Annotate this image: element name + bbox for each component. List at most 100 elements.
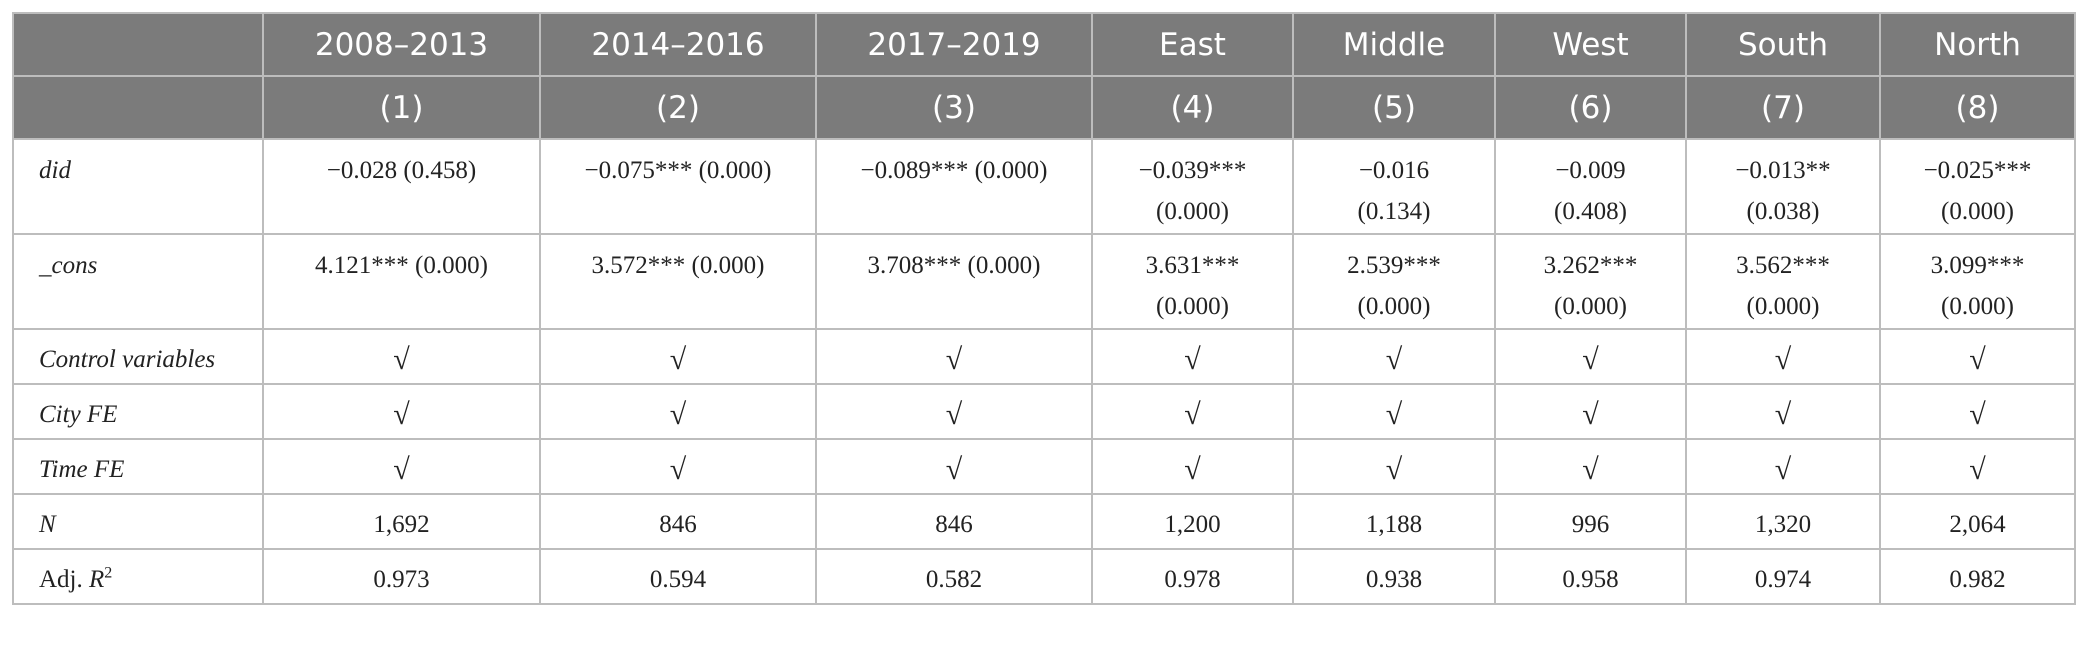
cell-line: 3.262***	[1543, 252, 1638, 279]
check-mark: √	[262, 328, 541, 385]
check-mark: √	[262, 383, 541, 440]
table-cell: 4.121*** (0.000)	[262, 233, 541, 330]
table-cell: 2,064	[1879, 493, 2076, 550]
row-label: Adj. R2	[12, 548, 264, 605]
check-mark: √	[1879, 328, 2076, 385]
header-number: (3)	[815, 75, 1093, 140]
row-label: did	[12, 138, 264, 235]
cell-line: (0.000)	[1156, 198, 1229, 225]
cell-line: (0.134)	[1357, 198, 1431, 225]
table-body: did −0.028 (0.458) −0.075*** (0.000) −0.…	[12, 138, 2076, 605]
cell-line: −0.028 (0.458)	[326, 157, 477, 184]
check-mark: √	[1494, 383, 1687, 440]
table-cell: 1,200	[1091, 493, 1294, 550]
table-cell: 0.958	[1494, 548, 1687, 605]
table-cell: 3.572*** (0.000)	[539, 233, 817, 330]
cell-line: −0.039***	[1138, 157, 1247, 184]
cell-line: 3.708*** (0.000)	[867, 252, 1041, 279]
cell-line: 2.539***	[1347, 252, 1441, 279]
table-cell: 0.594	[539, 548, 817, 605]
header-number: (7)	[1685, 75, 1881, 140]
check-mark: √	[1685, 328, 1881, 385]
header-number: (5)	[1292, 75, 1496, 140]
table-cell: 996	[1494, 493, 1687, 550]
check-mark: √	[815, 438, 1093, 495]
table-cell: 3.262*** (0.000)	[1494, 233, 1687, 330]
table-cell: 0.973	[262, 548, 541, 605]
cell-line: −0.016	[1358, 157, 1430, 184]
row-label-italic: R	[89, 566, 105, 593]
table-cell: 3.099*** (0.000)	[1879, 233, 2076, 330]
cell-line: 3.562***	[1736, 252, 1830, 279]
row-label: Time FE	[12, 438, 264, 495]
table-row-n: N 1,692 846 846 1,200 1,188 996 1,320 2,…	[12, 493, 2076, 550]
check-mark: √	[1292, 383, 1496, 440]
table-cell: −0.028 (0.458)	[262, 138, 541, 235]
table-cell: 1,692	[262, 493, 541, 550]
row-label: N	[12, 493, 264, 550]
table-cell: 846	[815, 493, 1093, 550]
cell-line: 3.099***	[1930, 252, 2025, 279]
cell-line: −0.089*** (0.000)	[860, 157, 1048, 184]
table-cell: −0.089*** (0.000)	[815, 138, 1093, 235]
check-mark: √	[815, 383, 1093, 440]
header-group: 2017–2019	[815, 12, 1093, 77]
table-row-adj-r2: Adj. R2 0.973 0.594 0.582 0.978 0.938 0.…	[12, 548, 2076, 605]
table-cell: 0.978	[1091, 548, 1294, 605]
check-mark: √	[1494, 438, 1687, 495]
row-label-text: Adj.	[39, 566, 89, 593]
table-cell: 846	[539, 493, 817, 550]
header-group: South	[1685, 12, 1881, 77]
check-mark: √	[1879, 383, 2076, 440]
cell-line: −0.075*** (0.000)	[584, 157, 772, 184]
table-cell: 0.982	[1879, 548, 2076, 605]
table-header: 2008–2013 2014–2016 2017–2019 East Middl…	[12, 12, 2076, 140]
header-corner-2	[12, 75, 264, 140]
cell-line: (0.000)	[1746, 293, 1820, 320]
cell-line: (0.000)	[1941, 198, 2014, 225]
check-mark: √	[539, 438, 817, 495]
table-cell: 0.938	[1292, 548, 1496, 605]
check-mark: √	[1091, 328, 1294, 385]
check-mark: √	[1685, 383, 1881, 440]
check-mark: √	[1879, 438, 2076, 495]
table-cell: 0.582	[815, 548, 1093, 605]
table-cell: 2.539*** (0.000)	[1292, 233, 1496, 330]
check-mark: √	[1494, 328, 1687, 385]
header-group: 2014–2016	[539, 12, 817, 77]
header-group: East	[1091, 12, 1294, 77]
regression-table-container: 2008–2013 2014–2016 2017–2019 East Middl…	[12, 12, 2076, 605]
check-mark: √	[1685, 438, 1881, 495]
cell-line: −0.013**	[1735, 157, 1831, 184]
header-group: 2008–2013	[262, 12, 541, 77]
table-cell: 3.708*** (0.000)	[815, 233, 1093, 330]
table-row-cons: _cons 4.121*** (0.000) 3.572*** (0.000) …	[12, 233, 2076, 330]
table-row-time-fe: Time FE √ √ √ √ √ √ √ √	[12, 438, 2076, 495]
cell-line: −0.009	[1555, 157, 1626, 184]
table-cell: −0.075*** (0.000)	[539, 138, 817, 235]
table-cell: 0.974	[1685, 548, 1881, 605]
check-mark: √	[1091, 383, 1294, 440]
check-mark: √	[815, 328, 1093, 385]
table-row-city-fe: City FE √ √ √ √ √ √ √ √	[12, 383, 2076, 440]
row-label: _cons	[12, 233, 264, 330]
header-group: North	[1879, 12, 2076, 77]
row-label: City FE	[12, 383, 264, 440]
cell-line: (0.408)	[1554, 198, 1627, 225]
cell-line: −0.025***	[1923, 157, 2032, 184]
check-mark: √	[262, 438, 541, 495]
table-row-did: did −0.028 (0.458) −0.075*** (0.000) −0.…	[12, 138, 2076, 235]
check-mark: √	[1091, 438, 1294, 495]
header-number: (8)	[1879, 75, 2076, 140]
header-row-groups: 2008–2013 2014–2016 2017–2019 East Middl…	[12, 12, 2076, 77]
cell-line: 4.121*** (0.000)	[315, 252, 488, 279]
cell-line: 3.631***	[1145, 252, 1240, 279]
check-mark: √	[1292, 438, 1496, 495]
table-cell: 3.631*** (0.000)	[1091, 233, 1294, 330]
table-cell: 1,188	[1292, 493, 1496, 550]
table-row-control-variables: Control variables √ √ √ √ √ √ √ √	[12, 328, 2076, 385]
cell-line: (0.000)	[1357, 293, 1431, 320]
regression-results-table: 2008–2013 2014–2016 2017–2019 East Middl…	[12, 12, 2076, 605]
header-group: Middle	[1292, 12, 1496, 77]
cell-line: (0.000)	[1941, 293, 2014, 320]
